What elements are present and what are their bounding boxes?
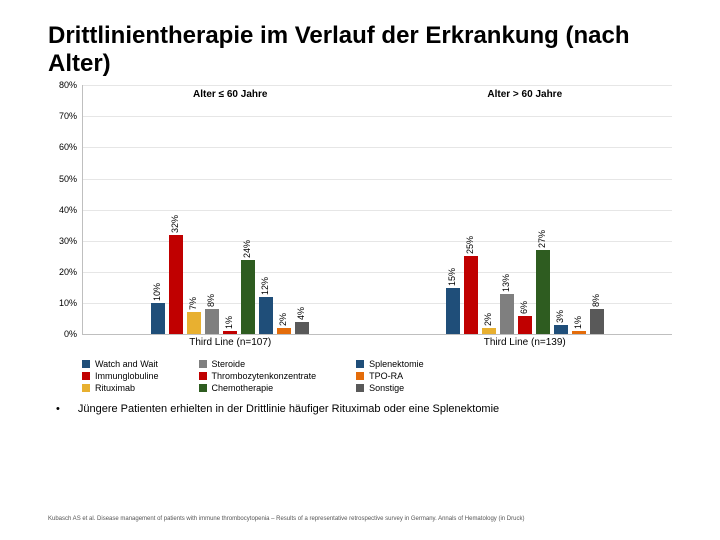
bar-sonstige: 4% [295, 322, 309, 334]
legend-label: Immunglobuline [95, 371, 159, 381]
gridline [83, 210, 672, 211]
legend-label: Chemotherapie [212, 383, 274, 393]
legend-column: Watch and Wait Immunglobuline Rituximab [82, 359, 159, 393]
bar-rituximab: 2% [482, 328, 496, 334]
bar-value-label: 1% [573, 316, 583, 329]
bar-tpo: 1% [572, 331, 586, 334]
bar-watch_wait: 10% [151, 303, 165, 334]
legend-item-sonstige: Sonstige [356, 383, 424, 393]
bar-value-label: 10% [152, 283, 162, 301]
bar-rituximab: 7% [187, 312, 201, 334]
y-axis-label: 30% [59, 236, 77, 246]
y-axis-label: 60% [59, 142, 77, 152]
bar-value-label: 7% [188, 297, 198, 310]
legend-swatch [82, 360, 90, 368]
bar-value-label: 8% [206, 294, 216, 307]
legend: Watch and Wait Immunglobuline Rituximab Ste… [82, 359, 672, 393]
y-axis-label: 40% [59, 205, 77, 215]
bar-tpo: 2% [277, 328, 291, 334]
legend-item-rituximab: Rituximab [82, 383, 159, 393]
legend-label: Sonstige [369, 383, 404, 393]
bar-chart: 0%10%20%30%40%50%60%70%80%Alter ≤ 60 Jah… [82, 85, 672, 335]
bar-immunglob: 32% [169, 235, 183, 335]
bar-thrombo: 6% [518, 316, 532, 335]
bar-chemo: 27% [536, 250, 550, 334]
legend-swatch [82, 384, 90, 392]
legend-item-tpo: TPO-RA [356, 371, 424, 381]
legend-item-immunglob: Immunglobuline [82, 371, 159, 381]
gridline [83, 147, 672, 148]
bar-value-label: 12% [260, 277, 270, 295]
bar-sonstige: 8% [590, 309, 604, 334]
bar-chemo: 24% [241, 260, 255, 335]
bullet-icon: • [56, 403, 60, 415]
bar-steroide: 13% [500, 294, 514, 334]
chart-container: 0%10%20%30%40%50%60%70%80%Alter ≤ 60 Jah… [48, 85, 672, 355]
bar-value-label: 27% [537, 230, 547, 248]
bar-immunglob: 25% [464, 256, 478, 334]
bar-value-label: 1% [224, 316, 234, 329]
y-axis-label: 20% [59, 267, 77, 277]
gridline [83, 179, 672, 180]
bar-value-label: 13% [501, 274, 511, 292]
panel-label: Alter ≤ 60 Jahre [193, 89, 267, 100]
y-axis-label: 70% [59, 111, 77, 121]
legend-item-watch_wait: Watch and Wait [82, 359, 159, 369]
legend-item-thrombo: Thrombozytenkonzentrate [199, 371, 317, 381]
legend-column: Steroide Thrombozytenkonzentrate Chemother… [199, 359, 317, 393]
bar-value-label: 4% [296, 307, 306, 320]
bullet-text: Jüngere Patienten erhielten in der Dritt… [78, 403, 499, 415]
bar-value-label: 2% [278, 313, 288, 326]
legend-label: Rituximab [95, 383, 135, 393]
panel-label: Alter > 60 Jahre [487, 89, 562, 100]
legend-label: Steroide [212, 359, 246, 369]
gridline [83, 85, 672, 86]
legend-swatch [356, 360, 364, 368]
gridline [83, 116, 672, 117]
legend-swatch [356, 372, 364, 380]
y-axis-label: 50% [59, 174, 77, 184]
y-axis-label: 80% [59, 80, 77, 90]
bullet-point: • Jüngere Patienten erhielten in der Dri… [56, 403, 672, 415]
bar-value-label: 24% [242, 239, 252, 257]
bar-value-label: 32% [170, 215, 180, 233]
y-axis-label: 10% [59, 298, 77, 308]
bar-value-label: 15% [447, 267, 457, 285]
footnote: Kubasch AS et al. Disease management of … [48, 516, 524, 522]
legend-swatch [82, 372, 90, 380]
bar-splenekt: 3% [554, 325, 568, 334]
bar-steroide: 8% [205, 309, 219, 334]
legend-label: Splenektomie [369, 359, 424, 369]
legend-item-steroide: Steroide [199, 359, 317, 369]
legend-swatch [199, 372, 207, 380]
legend-item-chemo: Chemotherapie [199, 383, 317, 393]
bar-watch_wait: 15% [446, 288, 460, 335]
bar-splenekt: 12% [259, 297, 273, 334]
legend-label: Thrombozytenkonzentrate [212, 371, 317, 381]
legend-swatch [356, 384, 364, 392]
x-axis-label: Third Line (n=139) [484, 337, 566, 348]
bar-thrombo: 1% [223, 331, 237, 334]
bar-value-label: 3% [555, 310, 565, 323]
bar-value-label: 25% [465, 236, 475, 254]
page-title: Drittlinientherapie im Verlauf der Erkra… [48, 22, 672, 77]
legend-column: Splenektomie TPO-RA Sonstige [356, 359, 424, 393]
y-axis-label: 0% [64, 329, 77, 339]
x-axis-label: Third Line (n=107) [189, 337, 271, 348]
legend-item-splenekt: Splenektomie [356, 359, 424, 369]
bar-value-label: 6% [519, 301, 529, 314]
bar-value-label: 2% [483, 313, 493, 326]
legend-label: TPO-RA [369, 371, 403, 381]
bar-value-label: 8% [591, 294, 601, 307]
legend-label: Watch and Wait [95, 359, 158, 369]
legend-swatch [199, 384, 207, 392]
legend-swatch [199, 360, 207, 368]
